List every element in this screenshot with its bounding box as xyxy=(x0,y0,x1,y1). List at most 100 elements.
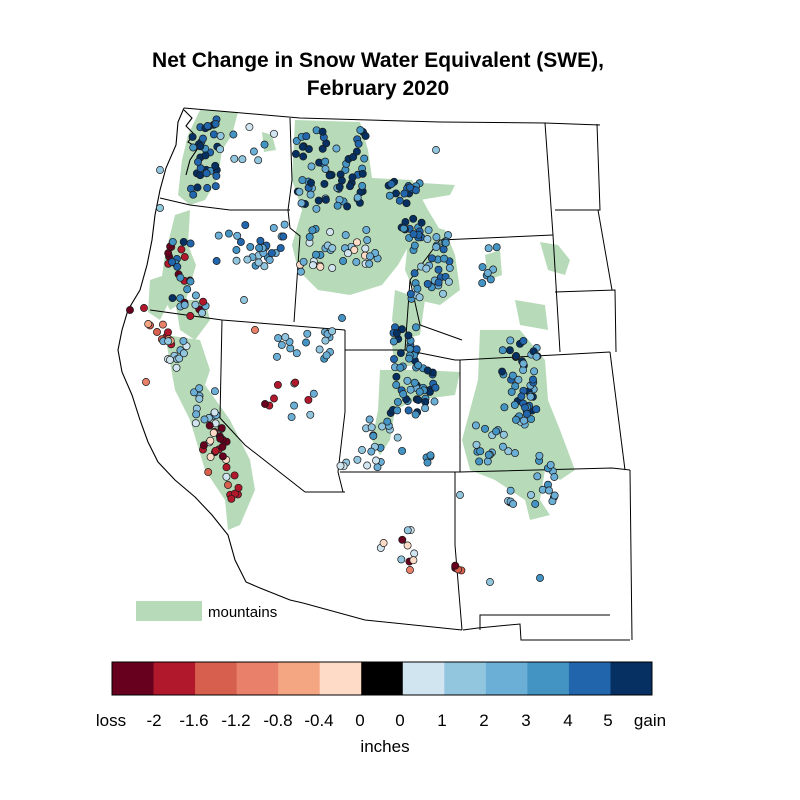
snow-station-marker xyxy=(309,261,317,270)
colorbar-tick-label: 2 xyxy=(479,711,488,730)
snow-station-marker xyxy=(346,182,354,191)
snow-station-marker xyxy=(415,387,424,396)
snow-station-marker xyxy=(328,327,337,336)
snow-station-marker xyxy=(432,243,441,252)
snow-station-marker xyxy=(254,258,263,267)
snow-station-marker xyxy=(255,244,264,252)
snow-station-marker xyxy=(504,447,513,456)
snow-station-marker xyxy=(405,354,414,363)
snow-station-marker xyxy=(211,119,220,128)
snow-station-marker xyxy=(393,433,402,442)
snow-station-marker xyxy=(373,463,382,472)
snow-station-marker xyxy=(478,279,487,288)
snow-station-marker xyxy=(328,264,337,272)
colorbar-tick-label: 3 xyxy=(521,711,530,730)
snow-station-marker xyxy=(173,262,182,271)
colorbar-tick-label: gain xyxy=(634,711,666,730)
snow-station-marker xyxy=(164,328,172,337)
snow-station-marker xyxy=(180,300,189,309)
snow-station-marker xyxy=(305,232,314,241)
snow-station-marker xyxy=(535,451,544,460)
snow-station-marker xyxy=(403,541,412,550)
snow-station-marker xyxy=(195,394,204,403)
snow-station-marker xyxy=(532,352,541,361)
snow-station-marker xyxy=(307,162,316,171)
colorbar-swatch xyxy=(361,662,404,695)
snow-station-marker xyxy=(358,169,367,178)
snow-station-marker xyxy=(478,263,487,272)
snow-station-marker xyxy=(492,427,501,436)
snow-station-marker xyxy=(190,388,199,397)
snow-station-marker xyxy=(314,196,323,205)
snow-station-marker xyxy=(183,285,192,294)
snow-station-marker xyxy=(439,245,448,254)
snow-station-marker xyxy=(372,456,380,465)
snow-station-marker xyxy=(344,249,352,258)
snow-station-marker xyxy=(297,199,306,208)
snow-station-marker xyxy=(292,136,301,145)
snow-station-marker xyxy=(201,151,210,160)
snow-station-marker xyxy=(422,264,431,273)
snow-station-marker xyxy=(166,355,174,364)
snow-station-marker xyxy=(218,442,227,451)
snow-station-marker xyxy=(246,242,255,251)
colorbar-swatch xyxy=(195,662,238,695)
snow-station-marker xyxy=(218,452,227,461)
colorbar-swatch xyxy=(527,662,570,695)
colorbar-swatch xyxy=(402,662,445,695)
snow-station-marker xyxy=(320,179,329,188)
snow-station-marker xyxy=(336,461,345,470)
colorbar-swatch xyxy=(610,662,653,695)
snow-station-marker xyxy=(423,366,432,375)
snow-station-marker xyxy=(430,397,439,406)
snow-station-marker xyxy=(341,231,350,240)
snow-station-marker xyxy=(338,314,346,322)
snow-station-marker xyxy=(304,145,313,154)
snow-station-marker xyxy=(393,397,402,406)
snow-station-marker xyxy=(505,346,514,355)
colorbar-swatch xyxy=(444,662,487,695)
snow-station-marker xyxy=(240,296,248,304)
snow-station-marker xyxy=(431,383,440,392)
snow-station-marker xyxy=(270,129,278,138)
snow-station-marker xyxy=(383,417,392,426)
snow-station-marker xyxy=(332,144,341,153)
snow-station-marker xyxy=(492,243,501,252)
mountain-legend: mountains xyxy=(136,601,277,621)
snow-station-marker xyxy=(406,566,414,574)
snow-station-marker xyxy=(506,486,515,495)
snow-station-marker xyxy=(306,190,315,199)
snow-station-marker xyxy=(232,246,241,254)
snow-station-marker xyxy=(348,173,357,182)
snow-station-marker xyxy=(153,328,161,336)
snow-station-marker xyxy=(172,363,181,372)
snow-station-marker xyxy=(352,147,361,156)
snow-station-marker xyxy=(414,396,423,404)
snow-station-marker xyxy=(265,256,274,264)
snow-station-marker xyxy=(230,154,239,163)
snow-station-marker xyxy=(328,244,337,253)
snow-station-marker xyxy=(529,375,537,384)
snow-station-marker xyxy=(302,338,310,347)
snow-station-marker xyxy=(269,223,278,232)
snow-station-marker xyxy=(522,409,531,418)
snow-station-marker xyxy=(156,166,164,174)
snow-station-marker xyxy=(444,277,453,286)
snow-station-marker xyxy=(520,416,528,425)
snow-station-marker xyxy=(291,378,300,387)
map-title-line-2: February 2020 xyxy=(307,77,449,100)
snow-station-marker xyxy=(411,410,420,419)
snow-station-marker xyxy=(189,143,198,152)
snow-station-marker xyxy=(392,372,401,381)
snow-station-marker xyxy=(385,191,394,200)
snow-station-marker xyxy=(281,333,290,342)
snow-station-marker xyxy=(526,392,535,401)
snow-station-marker xyxy=(233,231,242,240)
snow-station-marker xyxy=(309,389,318,398)
snow-station-marker xyxy=(484,450,493,459)
snow-station-marker xyxy=(286,344,295,353)
colorbar-unit-label: inches xyxy=(360,737,409,756)
snow-station-marker xyxy=(191,300,200,309)
snow-station-marker xyxy=(483,269,492,277)
snow-station-marker xyxy=(390,355,398,364)
